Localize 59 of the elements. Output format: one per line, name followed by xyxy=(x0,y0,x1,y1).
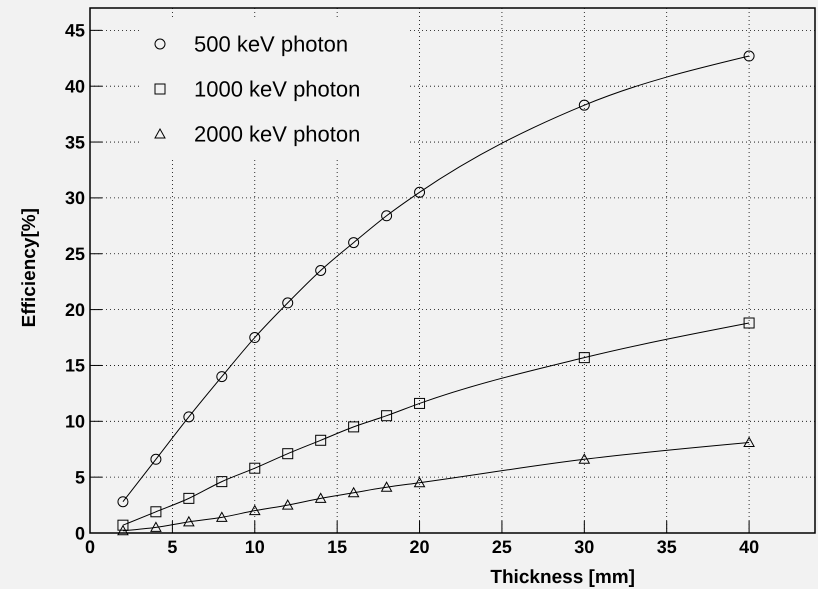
point xyxy=(315,434,326,446)
point xyxy=(183,411,194,422)
point xyxy=(381,410,392,422)
point xyxy=(216,476,228,488)
legend-label: 2000 keV photon xyxy=(194,122,360,147)
point xyxy=(348,487,360,498)
x-tick-label: 25 xyxy=(492,537,512,557)
point xyxy=(183,492,194,504)
point xyxy=(414,398,426,409)
y-tick-label: 40 xyxy=(64,76,85,96)
y-axis-title: Efficiency[%] xyxy=(19,208,40,328)
point xyxy=(117,520,128,531)
point xyxy=(348,421,360,432)
point xyxy=(249,332,260,344)
point xyxy=(348,237,360,248)
legend-label: 1000 keV photon xyxy=(194,76,360,102)
point xyxy=(249,462,260,474)
y-tick-label: 0 xyxy=(74,523,85,544)
point xyxy=(414,186,426,198)
point xyxy=(578,352,590,364)
legend-label: 500 keV photon xyxy=(194,32,348,57)
x-axis-title: Thickness [mm] xyxy=(490,567,635,588)
point xyxy=(315,265,326,276)
point xyxy=(282,500,294,510)
y-tick-label: 20 xyxy=(64,300,85,320)
point xyxy=(216,371,228,382)
x-tick-label: 5 xyxy=(167,537,178,557)
point xyxy=(744,50,755,62)
point xyxy=(249,505,260,516)
y-tick-label: 25 xyxy=(64,244,85,264)
x-tick-label: 35 xyxy=(656,537,677,557)
y-tick-label: 30 xyxy=(64,188,85,208)
point xyxy=(150,454,162,465)
x-tick-label: 20 xyxy=(410,537,430,557)
point xyxy=(414,477,426,488)
y-tick-label: 5 xyxy=(74,467,85,488)
x-tick-label: 30 xyxy=(574,537,594,557)
y-tick-label: 15 xyxy=(64,356,85,376)
point xyxy=(150,522,162,532)
point xyxy=(183,516,194,526)
point xyxy=(381,210,392,222)
point xyxy=(578,454,590,464)
x-tick-label: 15 xyxy=(327,537,348,557)
point xyxy=(216,512,228,522)
point xyxy=(117,496,128,508)
x-tick-label: 40 xyxy=(739,537,760,557)
point xyxy=(150,506,162,518)
point xyxy=(744,318,755,328)
point xyxy=(578,100,590,111)
point xyxy=(117,525,128,536)
point xyxy=(315,492,326,503)
point xyxy=(744,437,755,448)
y-tick-label: 10 xyxy=(64,412,85,432)
point xyxy=(282,448,294,460)
x-tick-label: 10 xyxy=(244,537,265,557)
y-tick-label: 35 xyxy=(64,132,85,152)
point xyxy=(381,482,392,492)
point xyxy=(282,297,294,308)
y-tick-label: 45 xyxy=(64,20,85,41)
